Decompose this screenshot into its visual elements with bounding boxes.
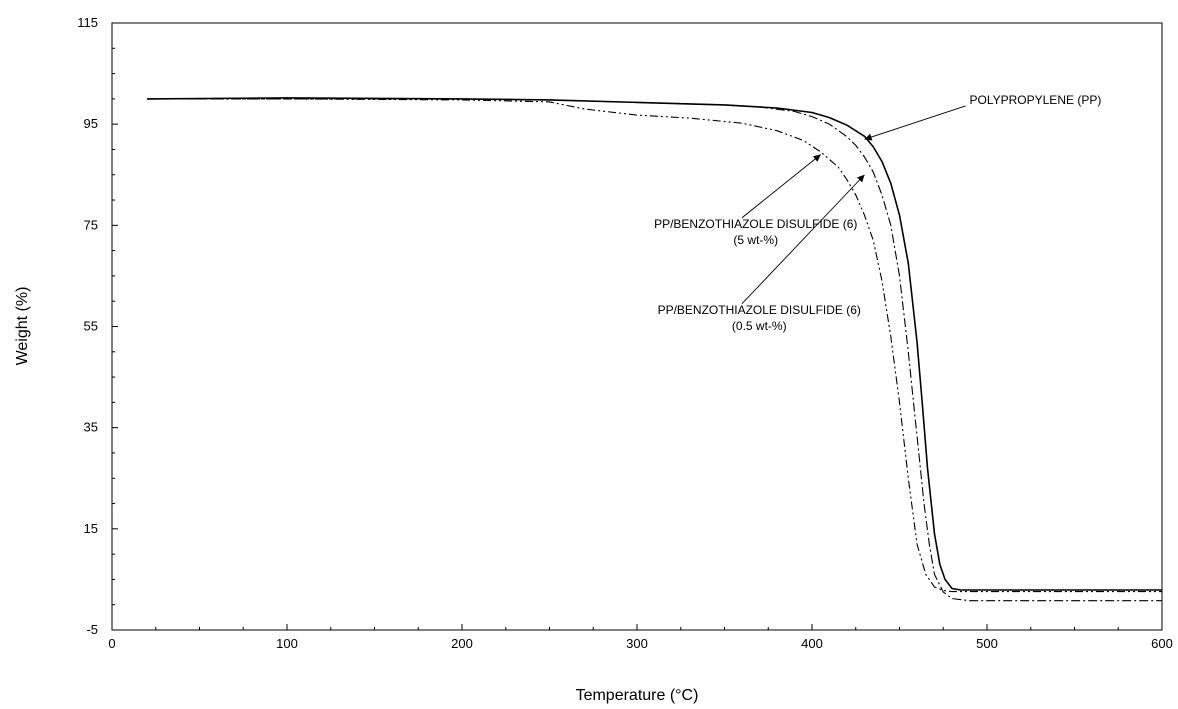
x-tick-label: 500	[976, 636, 998, 651]
x-tick-label: 0	[108, 636, 115, 651]
x-tick-label: 600	[1151, 636, 1173, 651]
annotations: POLYPROPYLENE (PP) PP/BENZOTHIAZOLE DISUL…	[654, 93, 1101, 333]
annotation-text: PP/BENZOTHIAZOLE DISULFIDE (6)	[654, 217, 857, 231]
annotation-arrow	[741, 174, 865, 305]
annotation-text: PP/BENZOTHIAZOLE DISULFIDE (6)	[658, 303, 861, 317]
x-tick-label: 300	[626, 636, 648, 651]
y-tick-label: 115	[77, 15, 98, 30]
annotation-arrow	[864, 105, 966, 141]
annotation-arrow	[741, 154, 822, 219]
y-tick-label: 35	[84, 420, 98, 435]
annotation-text: (0.5 wt-%)	[732, 319, 787, 333]
y-axis-title: Weight (%)	[14, 287, 31, 366]
y-tick-label: -5	[86, 622, 98, 637]
annotation-text: POLYPROPYLENE (PP)	[970, 93, 1102, 107]
annotation-3: PP/BENZOTHIAZOLE DISULFIDE (6) (0.5 wt-%)	[658, 174, 865, 333]
series-line-1	[146, 97, 1162, 591]
annotation-2: PP/BENZOTHIAZOLE DISULFIDE (6) (5 wt-%)	[654, 154, 857, 247]
y-tick-label: 95	[84, 116, 98, 131]
axis-ticks: 0 100 200 300 400 500 600 -5 15 35 55 75 95 115	[77, 15, 1173, 651]
x-tick-label: 100	[276, 636, 298, 651]
y-tick-label: 55	[84, 319, 98, 334]
x-tick-label: 400	[801, 636, 823, 651]
y-tick-label: 75	[84, 217, 98, 232]
x-axis-title: Temperature (°C)	[576, 687, 699, 704]
series-line-3	[147, 98, 1162, 593]
series-line-2	[147, 98, 1162, 602]
annotation-text: (5 wt-%)	[733, 233, 778, 247]
x-tick-label: 200	[451, 636, 473, 651]
series-lines	[146, 97, 1162, 602]
y-tick-label: 15	[84, 521, 98, 536]
annotation-1: POLYPROPYLENE (PP)	[864, 93, 1102, 141]
plot-frame	[111, 22, 1163, 631]
